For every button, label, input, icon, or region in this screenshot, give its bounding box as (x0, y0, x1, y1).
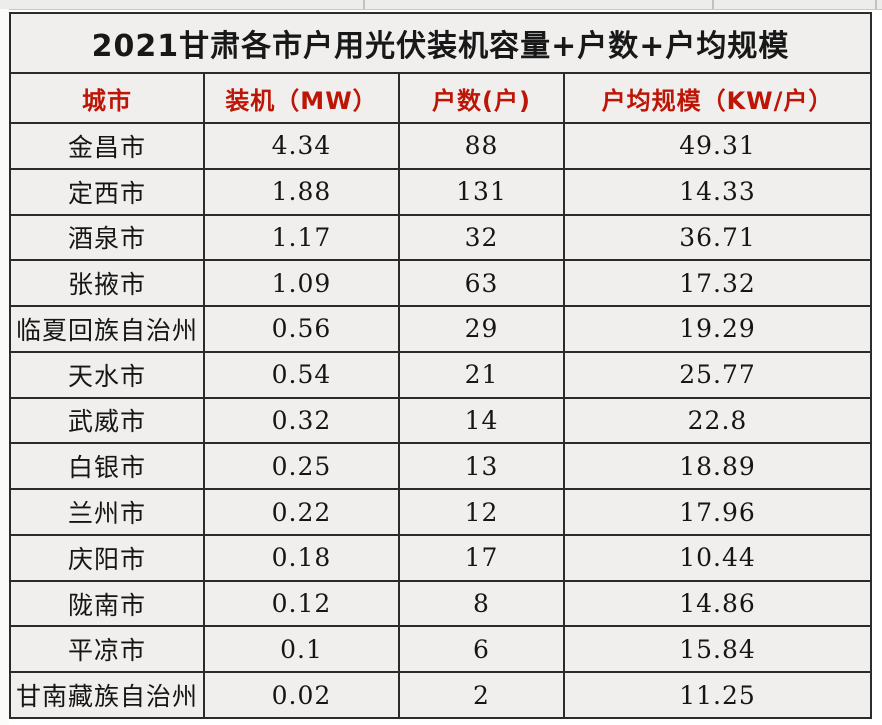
left-margin (0, 9, 9, 725)
table-cell: 10.44 (679, 543, 756, 573)
table-row: 白银市 0.25 13 18.89 (11, 444, 870, 491)
table-cell: 22.8 (687, 405, 748, 435)
gridline-tick (712, 0, 714, 9)
table-cell: 32 (400, 215, 565, 260)
table-cell: 29 (400, 307, 565, 351)
column-header-city: 城市 (11, 74, 205, 122)
table-cell: 25.77 (679, 360, 756, 390)
table-cell: 17 (400, 535, 565, 580)
table-cell: 49.31 (679, 131, 756, 161)
gridline-tick (363, 0, 365, 9)
table-cell: 14.33 (679, 177, 756, 207)
column-header-capacity-mw: 装机（MW） (205, 74, 400, 122)
table-cell: 88 (400, 124, 565, 168)
table-row: 平凉市 0.1 6 15.84 (11, 627, 870, 674)
table-row: 张掖市 1.09 63 17.32 (11, 261, 870, 308)
table-row: 陇南市 0.12 8 14.86 (11, 581, 870, 628)
table-cell: 36.71 (679, 222, 756, 252)
table-cell: 天水市 (11, 352, 205, 397)
table-row: 天水市 0.54 21 25.77 (11, 352, 870, 399)
table-cell: 甘南藏族自治州 (11, 673, 205, 717)
table-row: 庆阳市 0.18 17 10.44 (11, 535, 870, 582)
table-cell: 陇南市 (11, 581, 205, 626)
table-row: 甘南藏族自治州 0.02 2 11.25 (11, 673, 870, 717)
table-cell: 13 (400, 444, 565, 489)
table-cell: 6 (400, 627, 565, 672)
table-cell: 4.34 (205, 124, 400, 168)
table-cell: 0.12 (205, 581, 400, 626)
table-cell: 平凉市 (11, 627, 205, 672)
column-header-households: 户数(户) (400, 74, 565, 122)
table-cell: 0.1 (205, 627, 400, 672)
table-cell: 1.17 (205, 215, 400, 260)
table-cell: 0.32 (205, 398, 400, 443)
table-cell: 张掖市 (11, 261, 205, 306)
table-cell: 金昌市 (11, 124, 205, 168)
pv-capacity-table: 2021甘肃各市户用光伏装机容量+户数+户均规模 城市 装机（MW） 户数(户)… (9, 12, 872, 719)
table-row: 兰州市 0.22 12 17.96 (11, 490, 870, 536)
table-row: 临夏回族自治州 0.56 29 19.29 (11, 307, 870, 353)
table-cell: 17.96 (679, 497, 756, 527)
table-cell: 2 (400, 673, 565, 717)
table-title: 2021甘肃各市户用光伏装机容量+户数+户均规模 (11, 14, 870, 74)
table-cell: 0.02 (205, 673, 400, 717)
table-cell: 0.25 (205, 444, 400, 489)
table-cell: 定西市 (11, 169, 205, 214)
table-cell: 0.56 (205, 307, 400, 351)
table-cell: 酒泉市 (11, 215, 205, 260)
table-cell: 19.29 (679, 314, 756, 344)
table-row: 武威市 0.32 14 22.8 (11, 398, 870, 445)
table-body: 金昌市 4.34 88 49.31 定西市 1.88 131 14.33 酒泉市 1.17 32 36… (11, 124, 870, 717)
table-cell: 1.88 (205, 169, 400, 214)
gridline-tick (875, 0, 877, 9)
table-cell: 21 (400, 352, 565, 397)
table-cell: 18.89 (679, 451, 756, 481)
table-cell: 0.18 (205, 535, 400, 580)
table-row: 定西市 1.88 131 14.33 (11, 169, 870, 216)
table-cell: 11.25 (679, 680, 756, 710)
table-cell: 0.22 (205, 490, 400, 534)
table-cell: 1.09 (205, 261, 400, 306)
table-cell: 15.84 (679, 634, 756, 664)
table-cell: 17.32 (679, 268, 756, 298)
table-cell: 63 (400, 261, 565, 306)
table-header-row: 城市 装机（MW） 户数(户) 户均规模（KW/户） (11, 74, 870, 124)
table-cell: 8 (400, 581, 565, 626)
table-cell: 0.54 (205, 352, 400, 397)
table-cell: 14.86 (679, 589, 756, 619)
table-cell: 12 (400, 490, 565, 534)
table-cell: 白银市 (11, 444, 205, 489)
table-cell: 14 (400, 398, 565, 443)
spreadsheet-grid-remnant (0, 0, 882, 10)
table-cell: 武威市 (11, 398, 205, 443)
table-cell: 临夏回族自治州 (11, 307, 205, 351)
table-row: 酒泉市 1.17 32 36.71 (11, 215, 870, 262)
table-cell: 131 (400, 169, 565, 214)
table-cell: 庆阳市 (11, 535, 205, 580)
column-header-avg-kw-per-household: 户均规模（KW/户） (601, 86, 834, 115)
table-cell: 兰州市 (11, 490, 205, 534)
table-row: 金昌市 4.34 88 49.31 (11, 124, 870, 170)
